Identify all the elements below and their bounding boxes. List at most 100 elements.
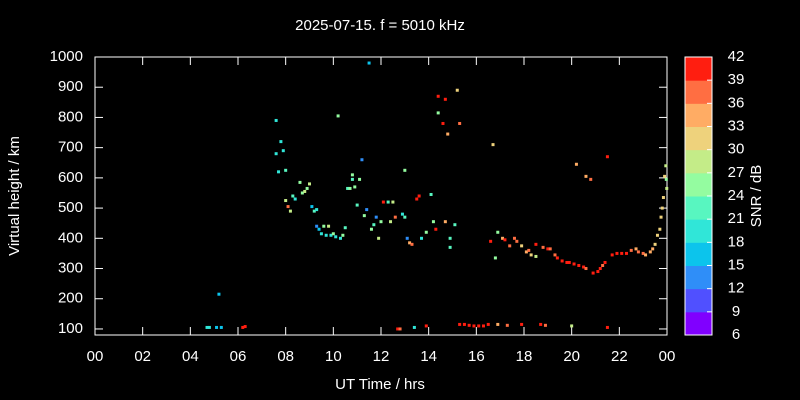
colorbar-tick-label: 39 bbox=[728, 71, 745, 88]
data-point bbox=[493, 256, 497, 260]
data-point bbox=[300, 191, 304, 195]
data-point bbox=[610, 253, 614, 257]
data-point bbox=[355, 203, 359, 207]
data-point bbox=[293, 197, 297, 201]
data-point bbox=[403, 168, 407, 172]
data-point bbox=[529, 253, 533, 257]
data-point bbox=[648, 250, 652, 254]
data-point bbox=[572, 262, 576, 266]
data-point bbox=[555, 256, 559, 260]
data-point bbox=[324, 233, 328, 237]
y-tick-label: 400 bbox=[58, 229, 83, 246]
data-point bbox=[400, 212, 404, 216]
colorbar-tick-label: 24 bbox=[728, 187, 745, 204]
y-tick-label: 1000 bbox=[50, 48, 83, 65]
data-point bbox=[448, 236, 452, 240]
data-point bbox=[403, 215, 407, 219]
data-point bbox=[661, 196, 665, 200]
x-tick-label: 06 bbox=[230, 348, 247, 365]
data-point bbox=[543, 323, 547, 327]
colorbar-tick-label: 36 bbox=[728, 94, 745, 111]
data-point bbox=[524, 250, 528, 254]
data-point bbox=[279, 140, 283, 144]
data-point bbox=[205, 325, 209, 329]
colorbar-band bbox=[685, 311, 712, 336]
data-point bbox=[329, 233, 333, 237]
data-point bbox=[415, 197, 419, 201]
data-point bbox=[381, 200, 385, 204]
data-point bbox=[655, 233, 659, 237]
colorbar-tick-label: 27 bbox=[728, 164, 745, 181]
x-tick-label: 04 bbox=[182, 348, 199, 365]
data-point bbox=[362, 214, 366, 218]
data-point bbox=[664, 164, 668, 168]
x-tick-label: 10 bbox=[325, 348, 342, 365]
data-point bbox=[434, 227, 438, 231]
colorbar-band bbox=[685, 57, 712, 81]
data-point bbox=[408, 241, 412, 245]
data-point bbox=[584, 267, 588, 271]
data-point bbox=[358, 177, 362, 181]
data-point bbox=[574, 162, 578, 166]
data-point bbox=[393, 215, 397, 219]
data-point bbox=[472, 324, 476, 328]
colorbar-tick-label: 33 bbox=[728, 117, 745, 134]
colorbar-band bbox=[685, 126, 712, 151]
data-point bbox=[360, 158, 364, 162]
data-point bbox=[505, 323, 509, 327]
data-point bbox=[665, 186, 669, 190]
data-point bbox=[553, 253, 557, 257]
data-point bbox=[412, 325, 416, 329]
colorbar-band bbox=[685, 103, 712, 127]
y-tick-label: 900 bbox=[58, 78, 83, 95]
data-point bbox=[353, 185, 357, 189]
x-tick-label: 02 bbox=[134, 348, 151, 365]
colorbar-band bbox=[685, 80, 712, 104]
data-point bbox=[372, 223, 376, 227]
data-point bbox=[424, 230, 428, 234]
data-point bbox=[496, 230, 500, 234]
data-point bbox=[653, 242, 657, 246]
data-point bbox=[624, 251, 628, 255]
data-point bbox=[346, 186, 350, 190]
data-point bbox=[386, 200, 390, 204]
y-axis-label: Virtual height / km bbox=[6, 136, 23, 256]
data-point bbox=[605, 325, 609, 329]
colorbar-tick-label: 6 bbox=[732, 326, 740, 343]
x-tick-label: 08 bbox=[277, 348, 294, 365]
data-point bbox=[365, 208, 369, 212]
data-point bbox=[436, 94, 440, 98]
x-tick-label: 14 bbox=[420, 348, 437, 365]
data-point bbox=[501, 236, 505, 240]
data-point bbox=[241, 325, 245, 329]
data-point bbox=[217, 292, 221, 296]
colorbar-band bbox=[685, 242, 712, 266]
data-point bbox=[467, 323, 471, 327]
data-point bbox=[312, 209, 316, 213]
colorbar-band bbox=[685, 219, 712, 243]
data-point bbox=[486, 322, 490, 326]
data-point bbox=[374, 215, 378, 219]
colorbar-band bbox=[685, 172, 712, 197]
data-point bbox=[663, 174, 667, 178]
data-point bbox=[651, 247, 655, 251]
data-point bbox=[443, 220, 447, 224]
data-point bbox=[207, 325, 211, 329]
colorbar-band bbox=[685, 265, 712, 290]
data-point bbox=[215, 325, 219, 329]
data-point bbox=[441, 121, 445, 125]
data-point bbox=[534, 254, 538, 258]
data-point bbox=[598, 267, 602, 271]
data-point bbox=[458, 322, 462, 326]
data-point bbox=[410, 242, 414, 246]
data-point bbox=[477, 324, 481, 328]
data-point bbox=[389, 220, 393, 224]
colorbar-tick-label: 12 bbox=[728, 280, 745, 297]
data-point bbox=[288, 209, 292, 213]
data-point bbox=[577, 264, 581, 267]
data-point bbox=[291, 194, 295, 198]
y-tick-label: 200 bbox=[58, 290, 83, 307]
colorbar-tick-label: 30 bbox=[728, 141, 745, 158]
data-point bbox=[546, 247, 550, 251]
